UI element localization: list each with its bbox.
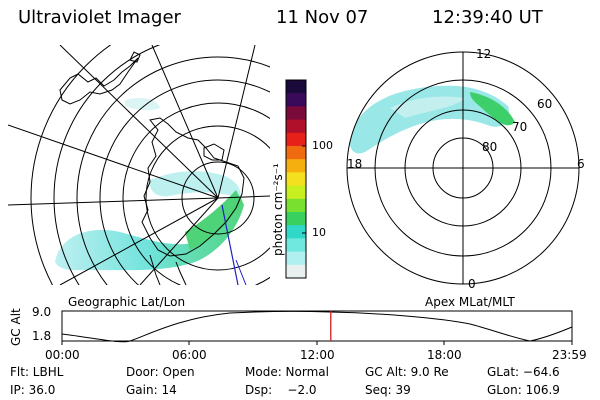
geographic-label: Geographic Lat/Lon xyxy=(68,295,186,309)
colorbar-segment xyxy=(286,172,306,187)
colorbar-border xyxy=(285,79,307,279)
info-gcalt: GC Alt: 9.0 Re xyxy=(365,365,449,379)
colorbar-segment xyxy=(286,146,306,160)
xtick-18: 18:00 xyxy=(427,348,462,362)
apex-polar-plot xyxy=(346,51,580,285)
colorbar-tick-100: 100 xyxy=(312,139,333,152)
geographic-map xyxy=(8,45,270,285)
colorbar-segment xyxy=(286,238,306,253)
colorbar-segment xyxy=(286,119,306,134)
instrument-title: Ultraviolet Imager xyxy=(18,7,181,28)
apex-label: Apex MLat/MLT xyxy=(425,295,515,309)
mlt-label-18: 18 xyxy=(347,157,363,171)
orbit-track xyxy=(221,204,239,285)
altitude-ytick-1.8: 1.8 xyxy=(32,329,52,343)
info-glon: GLon: 106.9 xyxy=(487,383,560,397)
colorbar-segment xyxy=(286,264,306,279)
altitude-ytick-9: 9.0 xyxy=(32,305,52,319)
xtick-06: 06:00 xyxy=(172,348,207,362)
mlt-label-12: 12 xyxy=(476,47,492,61)
time-label: 12:39:40 UT xyxy=(432,7,543,28)
aurora-emission-geo xyxy=(55,97,244,271)
info-seq: Seq: 39 xyxy=(365,383,411,397)
coastlines xyxy=(59,51,245,285)
colorbar-segment xyxy=(286,80,306,94)
xtick-00: 00:00 xyxy=(45,348,80,362)
colorbar-segment xyxy=(286,198,306,213)
colorbar-segment xyxy=(286,106,306,121)
colorbar-segment xyxy=(286,159,306,173)
info-ip: IP: 36.0 xyxy=(10,383,56,397)
colorbar-segment xyxy=(286,185,306,200)
latitude-circles xyxy=(30,45,270,285)
info-gain: Gain: 14 xyxy=(126,383,177,397)
xtick-2359: 23:59 xyxy=(552,348,587,362)
colorbar-unit-label: photon cm⁻²s⁻¹ xyxy=(271,163,285,256)
mlt-label-0: 0 xyxy=(468,277,476,291)
info-mode: Mode: Normal xyxy=(245,365,329,379)
colorbar-segment xyxy=(286,132,306,147)
xtick-12: 12:00 xyxy=(300,348,335,362)
colorbar-segment xyxy=(286,251,306,266)
colorbar-segment xyxy=(286,225,306,239)
colorbar xyxy=(285,79,307,279)
altitude-curve xyxy=(61,310,573,343)
colorbar-tick-10: 10 xyxy=(312,226,326,239)
colorbar-ticks xyxy=(302,145,306,234)
altitude-ylabel: GC Alt xyxy=(9,308,23,346)
altitude-plot xyxy=(61,310,573,345)
info-glat: GLat: −64.6 xyxy=(487,365,560,379)
info-dsp: Dsp: −2.0 xyxy=(245,383,317,397)
colorbar-segment xyxy=(286,93,306,107)
mlat-label-80: 80 xyxy=(482,140,498,154)
aurora-emission-apex xyxy=(349,85,515,154)
mlat-label-60: 60 xyxy=(537,97,553,111)
mlt-label-6: 6 xyxy=(577,157,585,171)
longitude-lines xyxy=(8,45,270,285)
info-door: Door: Open xyxy=(126,365,195,379)
info-flt: Flt: LBHL xyxy=(10,365,64,379)
date-label: 11 Nov 07 xyxy=(276,7,369,28)
mlat-label-70: 70 xyxy=(512,120,528,134)
colorbar-segment xyxy=(286,212,306,226)
